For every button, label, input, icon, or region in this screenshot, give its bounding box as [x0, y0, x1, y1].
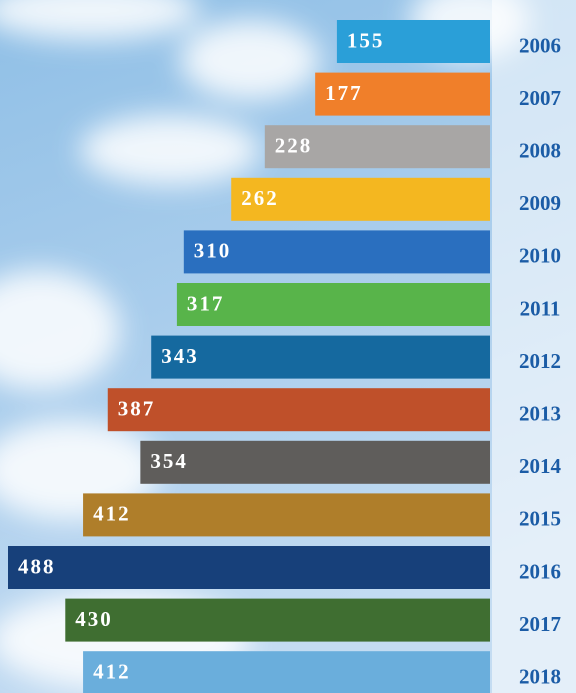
year-label: 2015	[519, 507, 561, 531]
page: 155 2006 177 2007 228 2008 262 2009 310 2010 317 20…	[0, 0, 576, 693]
year-label: 2006	[519, 33, 561, 57]
year-label: 2013	[519, 402, 561, 426]
value-label: 155	[347, 28, 385, 52]
year-label: 2016	[519, 559, 561, 583]
year-label: 2007	[519, 86, 561, 110]
bar	[8, 546, 490, 589]
value-label: 488	[18, 554, 56, 578]
bar	[108, 388, 490, 431]
value-label: 262	[241, 186, 279, 210]
year-label: 2017	[519, 612, 561, 636]
bar	[140, 441, 490, 484]
value-label: 317	[187, 291, 225, 315]
chart: 155 2006 177 2007 228 2008 262 2009 310 2010 317 20…	[0, 0, 576, 693]
year-label: 2012	[519, 349, 561, 373]
value-label: 387	[118, 397, 156, 421]
value-label: 310	[194, 239, 232, 263]
year-label: 2010	[519, 244, 561, 268]
bar	[83, 651, 490, 693]
year-label: 2014	[519, 454, 562, 478]
value-label: 177	[325, 81, 363, 105]
year-label: 2008	[519, 139, 561, 163]
bar	[83, 493, 490, 536]
bar	[151, 336, 490, 379]
year-label: 2018	[519, 665, 561, 689]
value-label: 430	[75, 607, 113, 631]
year-label: 2009	[519, 191, 561, 215]
year-label: 2011	[520, 296, 561, 320]
value-label: 343	[161, 344, 199, 368]
value-label: 354	[150, 449, 188, 473]
bar	[65, 599, 490, 642]
value-label: 412	[93, 502, 131, 526]
value-label: 228	[275, 134, 313, 158]
value-label: 412	[93, 660, 131, 684]
